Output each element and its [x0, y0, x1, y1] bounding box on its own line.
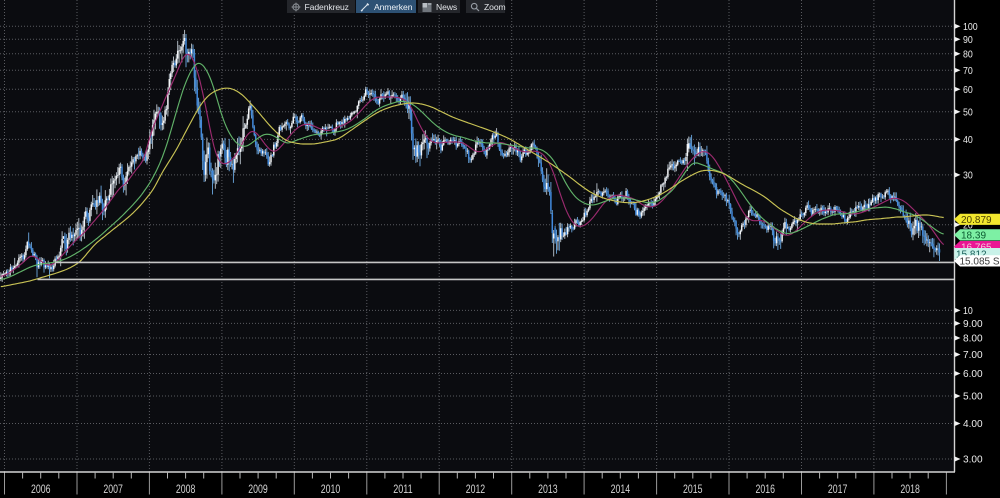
- svg-text:2015: 2015: [683, 482, 703, 496]
- svg-text:20: 20: [963, 220, 973, 231]
- svg-text:15.812: 15.812: [956, 249, 987, 260]
- svg-text:2017: 2017: [828, 482, 848, 496]
- svg-text:80: 80: [963, 49, 973, 60]
- svg-text:70: 70: [963, 66, 973, 77]
- svg-text:16.765: 16.765: [961, 242, 992, 253]
- svg-text:2011: 2011: [393, 482, 413, 496]
- svg-text:2016: 2016: [756, 482, 776, 496]
- svg-text:9.00: 9.00: [963, 319, 983, 330]
- svg-text:2014: 2014: [611, 482, 631, 496]
- svg-text:4.00: 4.00: [963, 419, 983, 430]
- svg-text:7.00: 7.00: [963, 350, 983, 361]
- svg-text:40: 40: [963, 135, 973, 146]
- svg-text:5.00: 5.00: [963, 392, 983, 403]
- svg-text:20.879: 20.879: [961, 215, 992, 226]
- svg-text:50: 50: [963, 107, 973, 118]
- svg-text:2009: 2009: [248, 482, 268, 496]
- svg-text:100: 100: [963, 22, 978, 33]
- svg-text:30: 30: [963, 171, 973, 182]
- svg-text:15.085 SDB: 15.085 SDB: [960, 257, 1000, 268]
- svg-text:2007: 2007: [103, 482, 123, 496]
- svg-text:8.00: 8.00: [963, 334, 983, 345]
- svg-text:18.39: 18.39: [961, 231, 986, 242]
- svg-text:2006: 2006: [31, 482, 51, 496]
- svg-text:3.00: 3.00: [963, 455, 983, 466]
- svg-text:2008: 2008: [176, 482, 196, 496]
- svg-text:90: 90: [963, 35, 973, 46]
- svg-text:2010: 2010: [321, 482, 341, 496]
- svg-text:2018: 2018: [900, 482, 920, 496]
- svg-text:2012: 2012: [466, 482, 486, 496]
- svg-text:60: 60: [963, 85, 973, 96]
- svg-text:2013: 2013: [538, 482, 558, 496]
- svg-text:6.00: 6.00: [963, 369, 983, 380]
- svg-text:10: 10: [963, 306, 973, 317]
